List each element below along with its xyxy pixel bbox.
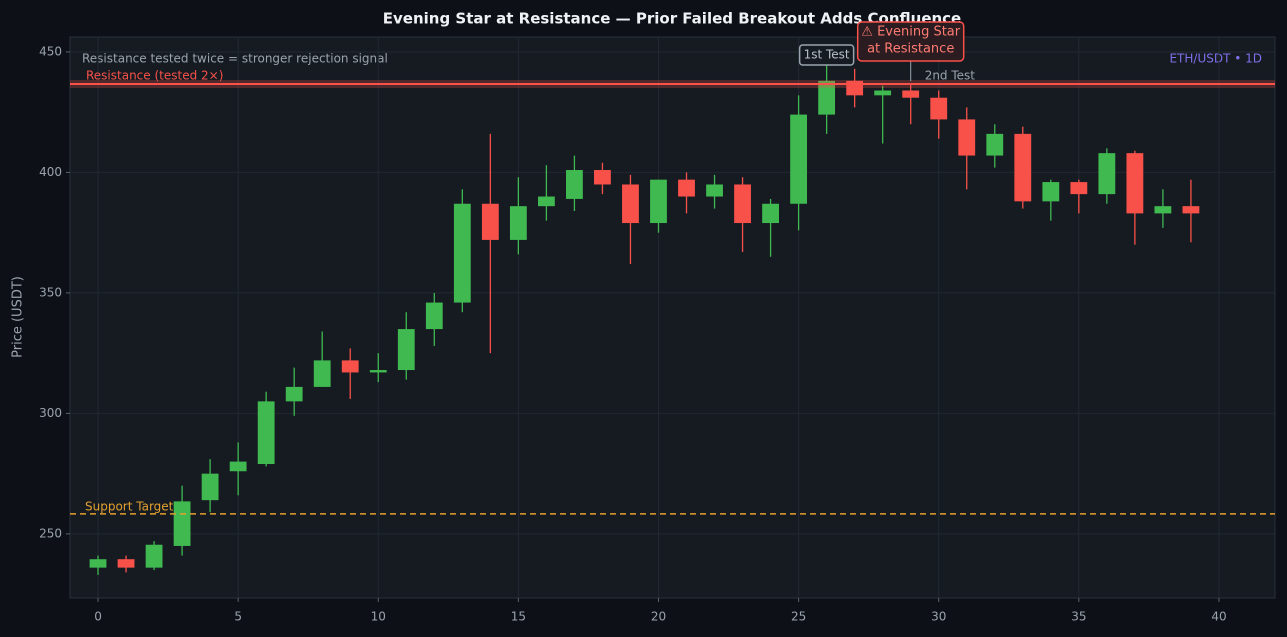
plot-area — [69, 36, 1276, 599]
candle-body — [1098, 153, 1116, 195]
y-axis-label: Price (USDT) — [11, 276, 26, 358]
candle-body — [229, 461, 247, 472]
candle-body — [453, 203, 471, 303]
candle-body — [117, 559, 135, 568]
note: Resistance tested twice = stronger rejec… — [82, 52, 388, 66]
candle-body — [790, 114, 808, 204]
candle-body — [678, 179, 695, 197]
candle-body — [1126, 153, 1144, 214]
candle-body — [874, 90, 892, 96]
resistance-label: Resistance (tested 2×) — [86, 68, 223, 82]
candle-body — [89, 559, 107, 568]
x-tick-label: 40 — [1211, 610, 1226, 624]
candle-body — [481, 203, 499, 240]
candle-body — [537, 196, 555, 207]
candle-body — [341, 360, 359, 373]
candle-body — [1070, 182, 1088, 195]
candle-body — [1154, 206, 1172, 214]
x-tick-label: 25 — [791, 610, 806, 624]
first-test-label: 1st Test — [804, 48, 850, 62]
x-tick-label: 20 — [651, 610, 666, 624]
y-tick-label: 450 — [39, 44, 62, 58]
candle-body — [818, 80, 836, 115]
candle-body — [566, 170, 583, 199]
candle-body — [257, 401, 275, 465]
x-tick-label: 35 — [1071, 610, 1086, 624]
pattern-box — [856, 21, 965, 62]
candle-body — [1042, 182, 1060, 202]
candle-body — [285, 386, 303, 402]
candle-body — [706, 184, 723, 197]
candle-body — [173, 501, 191, 546]
candle-body — [902, 90, 920, 98]
x-tick-label: 30 — [931, 610, 946, 624]
candle-body — [762, 203, 779, 224]
first-test-box — [798, 44, 855, 66]
candle-body — [958, 119, 976, 156]
candle-body — [313, 360, 331, 387]
candle-body — [201, 473, 219, 501]
y-tick-label: 350 — [39, 285, 62, 299]
support-label: Support Target — [85, 499, 174, 513]
x-tick-label: 15 — [511, 610, 526, 624]
candle-body — [509, 206, 527, 240]
candle-body — [594, 170, 611, 185]
candle-body — [622, 184, 639, 224]
candle-body — [369, 370, 387, 373]
candle-body — [1014, 133, 1032, 202]
symbol: ETH/USDT • 1D — [1169, 52, 1262, 66]
x-tick-label: 0 — [94, 610, 102, 624]
candle-body — [734, 184, 751, 224]
candle-body — [145, 544, 163, 568]
chart-title: Evening Star at Resistance — Prior Faile… — [383, 10, 961, 28]
candle-body — [650, 179, 667, 224]
y-tick-label: 250 — [39, 526, 62, 540]
candle-body — [1182, 206, 1200, 214]
candle-body — [986, 133, 1004, 156]
candle-body — [930, 97, 948, 120]
x-tick-label: 5 — [234, 610, 242, 624]
pattern-label: at Resistance — [867, 42, 954, 57]
x-tick-label: 10 — [371, 610, 386, 624]
second-test-label: 2nd Test — [925, 69, 976, 83]
y-tick-label: 300 — [39, 406, 62, 420]
candle-body — [425, 302, 443, 330]
y-tick-label: 400 — [39, 165, 62, 179]
candle-body — [397, 329, 415, 371]
pattern-label: ⚠ Evening Star — [861, 25, 960, 40]
